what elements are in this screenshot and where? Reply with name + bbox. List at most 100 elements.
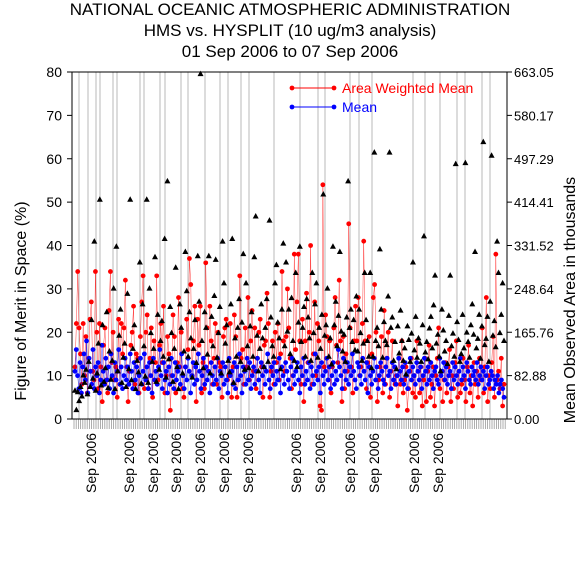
data-point — [83, 334, 89, 339]
data-point — [398, 377, 404, 383]
data-point — [427, 377, 432, 383]
data-point — [314, 368, 319, 374]
triangle-point — [298, 338, 305, 345]
triangle-point — [405, 336, 412, 342]
data-point — [343, 377, 349, 383]
data-point — [234, 394, 240, 400]
triangle-point — [260, 363, 267, 370]
data-point — [300, 316, 305, 322]
data-point — [482, 386, 488, 392]
data-point — [116, 316, 121, 322]
data-point — [132, 381, 138, 387]
triangle-point — [436, 353, 443, 359]
triangle-point — [356, 306, 363, 312]
data-point — [105, 390, 111, 396]
data-point — [254, 355, 260, 361]
triangle-point — [187, 334, 194, 341]
y-tick-label-right: 580.17 — [514, 108, 554, 123]
triangle-point — [238, 319, 245, 325]
triangle-point — [321, 332, 328, 338]
triangle-point — [305, 313, 312, 320]
triangle-point — [245, 364, 252, 371]
y-tick-label-left: 20 — [46, 324, 62, 340]
data-point — [413, 394, 418, 400]
triangle-point — [88, 316, 95, 323]
triangle-point — [278, 306, 285, 312]
data-point — [275, 377, 281, 383]
data-point — [264, 290, 270, 296]
triangle-point — [489, 332, 496, 338]
data-point — [175, 368, 181, 374]
data-point — [154, 273, 160, 279]
data-point — [339, 386, 345, 392]
triangle-point — [441, 347, 448, 354]
data-point — [311, 381, 317, 387]
triangle-point — [498, 311, 505, 317]
data-point — [270, 338, 275, 344]
triangle-point — [443, 337, 450, 343]
data-point — [434, 377, 440, 383]
data-point — [315, 377, 321, 383]
data-point — [417, 390, 422, 396]
triangle-point — [204, 351, 211, 357]
data-point — [341, 355, 346, 361]
data-point — [362, 377, 368, 383]
data-point — [419, 386, 425, 392]
data-point — [170, 312, 176, 318]
triangle-point — [296, 243, 303, 249]
data-point — [451, 377, 457, 383]
triangle-point — [212, 256, 219, 262]
data-point — [261, 342, 267, 348]
data-point — [304, 290, 309, 296]
data-point — [176, 295, 181, 300]
triangle-point — [223, 321, 230, 328]
triangle-point — [456, 358, 463, 364]
data-point — [467, 390, 473, 396]
data-point — [201, 355, 206, 361]
data-point — [245, 295, 251, 300]
triangle-point — [412, 313, 419, 319]
data-point — [99, 342, 105, 348]
triangle-point — [258, 300, 265, 307]
triangle-point — [320, 190, 327, 197]
data-point — [305, 377, 310, 383]
data-point — [455, 381, 461, 387]
triangle-point — [371, 149, 378, 155]
data-point — [400, 364, 405, 370]
triangle-point — [171, 345, 178, 351]
data-point — [387, 394, 392, 400]
data-point — [306, 329, 312, 335]
triangle-point — [100, 378, 107, 384]
triangle-point — [157, 337, 164, 343]
data-point — [478, 364, 484, 370]
data-point — [361, 238, 367, 244]
data-point — [148, 373, 154, 379]
triangle-point — [466, 354, 473, 360]
data-point — [419, 403, 425, 409]
data-point — [221, 334, 226, 339]
y-tick-label-right: 82.88 — [514, 369, 547, 384]
triangle-point — [415, 334, 422, 341]
data-point — [350, 390, 356, 396]
data-point — [183, 364, 188, 370]
triangle-point — [342, 358, 349, 364]
data-point — [138, 355, 143, 361]
data-point — [496, 390, 502, 396]
data-point — [493, 381, 499, 387]
triangle-point — [350, 316, 357, 323]
data-point — [244, 355, 250, 361]
triangle-point — [429, 344, 436, 351]
data-point — [252, 325, 258, 331]
triangle-point — [323, 321, 330, 328]
data-point — [375, 386, 381, 392]
data-point — [122, 277, 128, 283]
data-point — [348, 373, 354, 379]
data-point — [366, 334, 372, 339]
data-point — [75, 269, 81, 274]
data-point — [227, 321, 233, 326]
data-point — [428, 360, 434, 366]
triangle-point — [324, 285, 331, 291]
triangle-point — [263, 295, 270, 302]
triangle-point — [226, 368, 233, 375]
data-point — [338, 338, 343, 344]
